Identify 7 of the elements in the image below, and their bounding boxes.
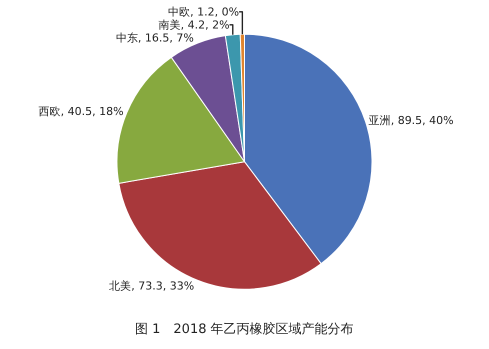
slice-label: 中欧, 1.2, 0% <box>168 5 240 18</box>
slice-label: 南美, 4.2, 2% <box>158 18 230 32</box>
slice-label: 中东, 16.5, 7% <box>116 31 194 44</box>
caption: 图 1 2018 年乙丙橡胶区域产能分布 <box>135 322 354 337</box>
slice-label: 西欧, 40.5, 18% <box>38 105 124 118</box>
slice-label: 北美, 73.3, 33% <box>109 279 194 292</box>
slice-label: 亚洲, 89.5, 40% <box>368 114 454 128</box>
